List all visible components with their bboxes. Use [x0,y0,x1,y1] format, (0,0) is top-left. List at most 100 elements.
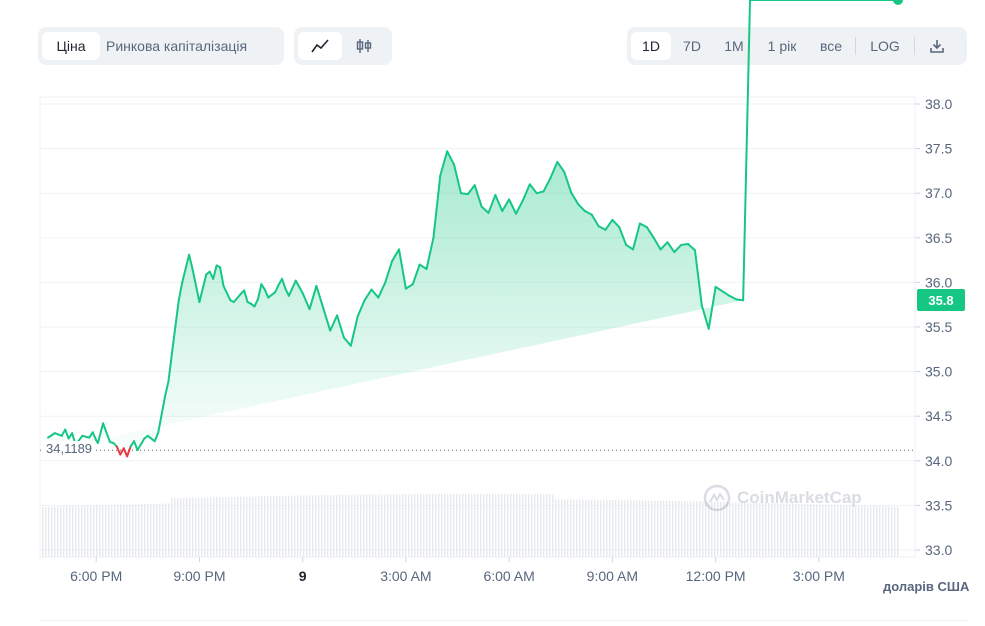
volume-bar [381,494,383,557]
volume-bar [885,506,887,557]
volume-bar [198,497,200,557]
price-line-segment [133,440,139,452]
volume-bar [774,503,776,557]
volume-bar [720,501,722,557]
volume-bar [855,505,857,557]
volume-bar [219,497,221,557]
price-line-segment [439,150,449,177]
price-line-segment [81,434,91,439]
price-line [47,0,903,458]
volume-bar [156,503,158,557]
volume-bar [378,494,380,557]
volume-bar [825,504,827,557]
tab-range-1y[interactable]: 1 рік [767,38,797,54]
price-line-segment [556,160,566,173]
tab-range-all[interactable]: все [819,38,843,54]
price-line-segment [618,226,628,246]
volume-bar [642,500,644,557]
volume-bar [630,500,632,557]
price-line-segment [501,198,511,213]
volume-bar [756,502,758,557]
volume-bar [795,503,797,557]
volume-bar [564,499,566,557]
volume-bar [822,504,824,557]
volume-bar [666,500,668,557]
volume-bar [105,505,107,557]
volume-bar [63,506,65,557]
volume-bar [483,494,485,557]
price-line-segment [188,253,194,271]
volume-bar [891,506,893,557]
tab-range-1m[interactable]: 1M [724,38,744,54]
volume-bar [558,499,560,557]
volume-bar [240,496,242,557]
price-line-segment [391,248,401,262]
volume-bar [729,502,731,557]
volume-bar [678,501,680,557]
volume-bar [462,494,464,557]
volume-bar [477,494,479,557]
log-scale-toggle[interactable]: LOG [870,38,900,54]
volume-bar [810,504,812,557]
volume-bar [600,499,602,557]
volume-bar [687,501,689,557]
price-line-segment [700,304,710,330]
volume-bar [507,494,509,557]
price-line-segment [714,285,724,293]
volume-bar [744,502,746,557]
tab-range-1d[interactable]: 1D [631,32,671,60]
candlestick-toggle[interactable] [342,32,386,60]
volume-bar [279,495,281,557]
tab-range-7d[interactable]: 7D [683,38,701,54]
price-line-segment [315,284,325,310]
price-area [48,151,744,451]
price-line-segment [191,268,201,304]
price-line-segment [576,202,586,213]
bottom-divider [40,620,968,621]
volume-bar [414,494,416,557]
volume-bar [702,501,704,557]
volume-bar [42,506,44,557]
line-chart-toggle[interactable] [298,32,342,60]
tab-market-cap[interactable]: Ринкова капіталізація [106,38,248,54]
volume-bar [84,505,86,557]
volume-bar [204,497,206,557]
download-button[interactable] [917,32,957,60]
price-line-segment [232,292,242,304]
volume-bar [72,506,74,557]
price-line-segment [181,253,191,284]
y-tick-label: 35.0 [925,364,952,380]
y-tick-label: 37.0 [925,185,952,201]
y-tick-label: 33.5 [925,497,952,513]
volume-bar [51,506,53,557]
volume-bar [669,500,671,557]
volume-bar [243,496,245,557]
volume-bar [588,499,590,557]
volume-bar [510,494,512,557]
volume-bar [327,495,329,557]
volume-bar [333,495,335,557]
x-tick-label: 9 [299,568,307,584]
price-line-segment [466,184,476,196]
volume-bars [42,494,899,557]
volume-bar [78,505,80,557]
volume-bar [306,495,308,557]
x-tick-label: 6:00 AM [483,568,534,584]
volume-bar [606,499,608,557]
currency-unit-label: доларів США [883,579,970,594]
price-line-segment [680,243,690,246]
volume-bar [777,503,779,557]
volume-bar [168,503,170,557]
volume-bar [546,494,548,557]
price-line-segment [432,174,442,239]
volume-bar [750,502,752,557]
price-line-segment [570,191,579,205]
volume-bar [417,494,419,557]
volume-bar [276,495,278,557]
volume-bar [264,496,266,557]
volume-bar [828,504,830,557]
tab-price[interactable]: Ціна [42,32,100,60]
price-line-segment [157,395,167,435]
price-line-segment [446,150,456,166]
